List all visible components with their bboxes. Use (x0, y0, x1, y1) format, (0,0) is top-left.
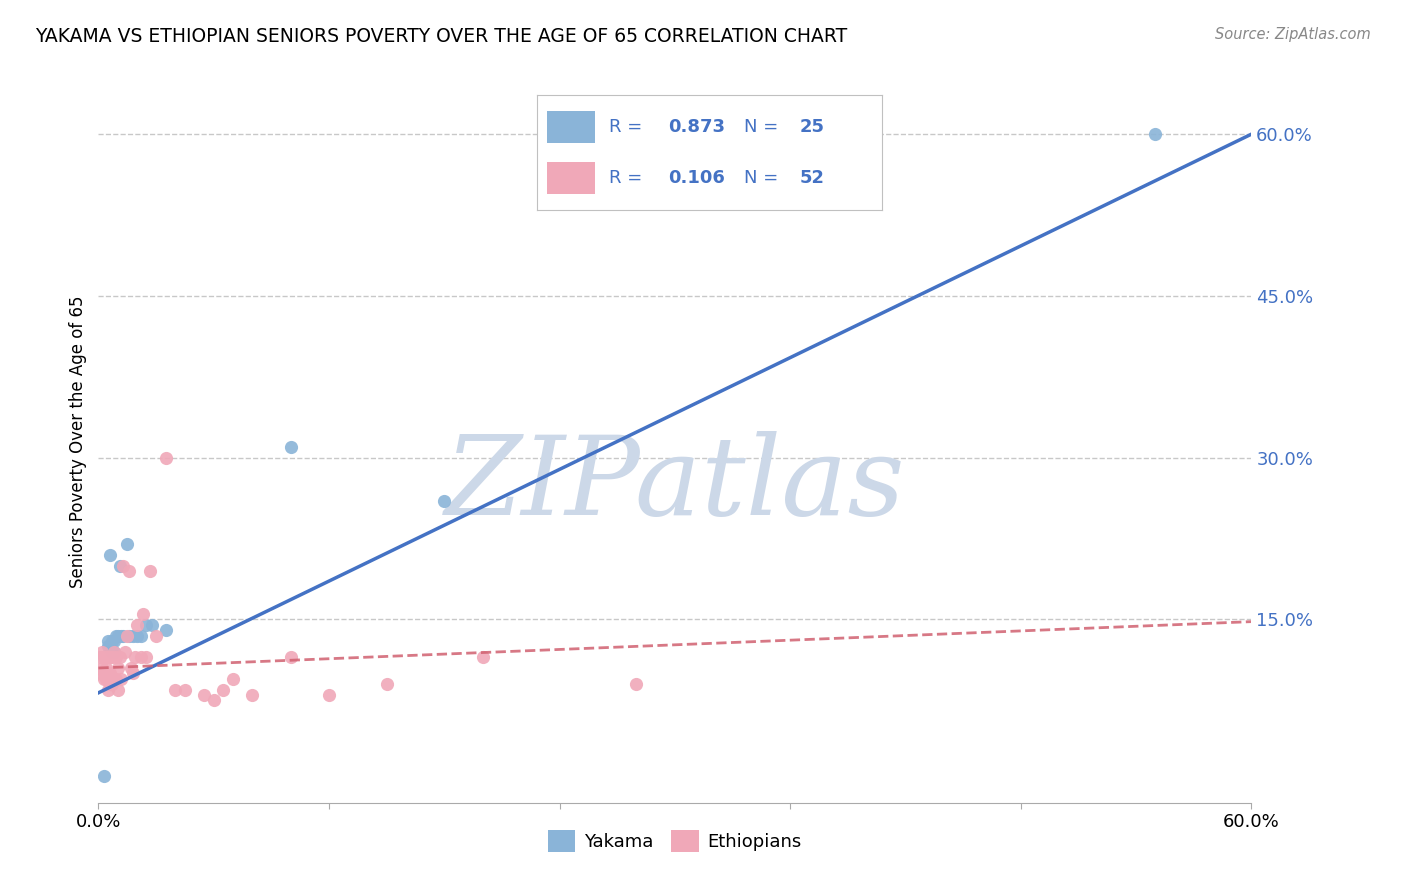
Point (104, 672, 127, 686)
Point (97, 650, 120, 665)
Point (155, 624, 177, 638)
Point (212, 682, 235, 697)
Point (94, 672, 117, 686)
Point (471, 650, 494, 665)
Point (129, 629, 152, 643)
Point (93, 672, 115, 686)
Point (280, 440, 302, 454)
Point (145, 629, 167, 643)
Point (93, 666, 115, 681)
Point (97, 682, 120, 697)
Point (318, 688, 340, 702)
Point (112, 558, 135, 573)
Point (375, 677, 398, 691)
Point (97, 666, 120, 681)
Text: ZIPatlas: ZIPatlas (444, 431, 905, 539)
Point (131, 607, 153, 621)
Point (124, 650, 146, 665)
Point (103, 634, 125, 648)
Point (135, 618, 157, 632)
Point (89, 666, 111, 681)
Point (280, 650, 302, 665)
Point (165, 682, 187, 697)
Point (174, 682, 197, 697)
Point (110, 672, 132, 686)
Point (98, 548, 121, 562)
Point (122, 629, 145, 643)
Point (155, 450, 177, 465)
Point (433, 493, 456, 508)
Point (98, 650, 121, 665)
Point (104, 629, 127, 643)
Point (141, 618, 163, 632)
Point (240, 688, 263, 702)
Point (93, 650, 115, 665)
Point (101, 677, 124, 691)
Point (97, 634, 120, 648)
Point (120, 661, 142, 675)
Point (93, 769, 115, 783)
Point (222, 672, 245, 686)
Point (139, 564, 162, 578)
Point (101, 634, 124, 648)
Point (94, 650, 117, 665)
Point (122, 666, 145, 681)
Point (108, 558, 131, 573)
Point (97, 640, 120, 654)
Text: YAKAMA VS ETHIOPIAN SENIORS POVERTY OVER THE AGE OF 65 CORRELATION CHART: YAKAMA VS ETHIOPIAN SENIORS POVERTY OVER… (35, 27, 848, 45)
Point (91, 645, 114, 659)
Point (118, 564, 141, 578)
Point (117, 537, 139, 551)
Point (107, 682, 129, 697)
Legend: Yakama, Ethiopians: Yakama, Ethiopians (541, 822, 808, 859)
Point (98, 640, 121, 654)
Point (114, 645, 136, 659)
Point (98, 666, 121, 681)
Point (107, 629, 129, 643)
Point (108, 650, 131, 665)
Point (118, 629, 141, 643)
Point (101, 645, 124, 659)
Point (193, 688, 215, 702)
Point (626, 677, 648, 691)
Point (135, 650, 157, 665)
Text: Source: ZipAtlas.com: Source: ZipAtlas.com (1215, 27, 1371, 42)
Point (112, 629, 135, 643)
Point (103, 672, 125, 686)
Point (125, 618, 148, 632)
Point (110, 629, 132, 643)
Point (101, 650, 124, 665)
Point (91, 661, 114, 675)
Point (107, 661, 129, 675)
Point (125, 629, 148, 643)
Point (104, 650, 127, 665)
Y-axis label: Seniors Poverty Over the Age of 65: Seniors Poverty Over the Age of 65 (69, 295, 87, 588)
Point (98, 677, 121, 691)
Point (117, 629, 139, 643)
Point (89, 650, 111, 665)
Point (103, 645, 125, 659)
Point (94, 661, 117, 675)
Point (1144, 127, 1167, 141)
Point (202, 693, 225, 707)
Point (103, 645, 125, 659)
Point (129, 650, 152, 665)
